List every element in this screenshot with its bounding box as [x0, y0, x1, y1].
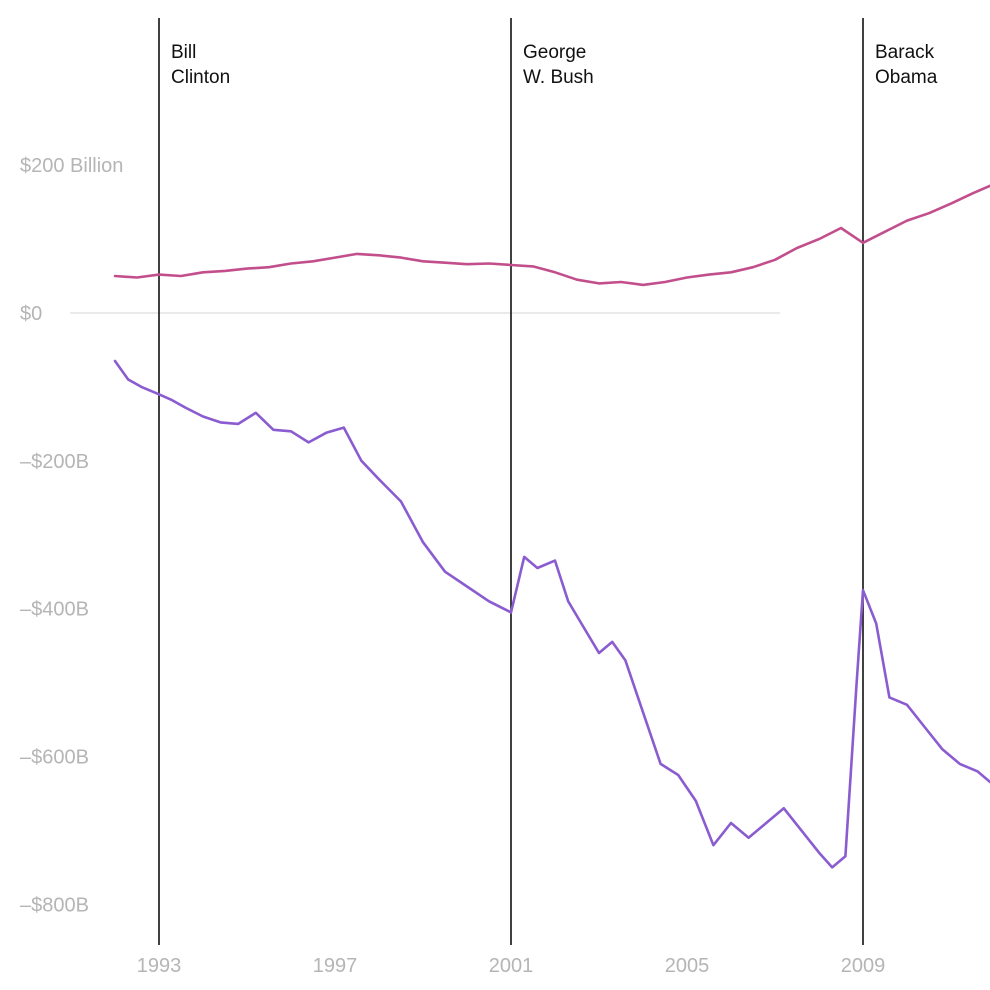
- x-tick-label: 2001: [489, 955, 534, 977]
- presidency-label-line1: George: [523, 42, 586, 63]
- x-tick-label: 2009: [841, 955, 886, 977]
- presidency-label-line2: Clinton: [171, 67, 230, 88]
- x-axis-tick-labels: 1993199720012005200920132017: [137, 955, 886, 977]
- presidency-label-line1: Barack: [875, 42, 935, 63]
- presidency-label-line1: Bill: [171, 42, 196, 63]
- y-tick-label: –$600B: [20, 747, 89, 769]
- y-axis-tick-labels: $200 Billion $0 –$200B –$400B –$600B –$800B: [20, 155, 123, 916]
- presidency-label-line2: Obama: [875, 67, 938, 88]
- series-line-goods: [113, 359, 990, 869]
- y-tick-label: –$200B: [20, 451, 89, 473]
- y-tick-label: $0: [20, 303, 42, 325]
- presidency-label-line2: W. Bush: [523, 67, 594, 88]
- x-tick-label: 1993: [137, 955, 182, 977]
- y-tick-label: –$400B: [20, 599, 89, 621]
- x-tick-label: 2005: [665, 955, 710, 977]
- x-tick-label: 1997: [313, 955, 358, 977]
- y-tick-label: –$800B: [20, 894, 89, 916]
- series-layer: ServicesGoods: [113, 184, 990, 869]
- series-line-services: [113, 184, 990, 287]
- y-tick-label: $200 Billion: [20, 155, 123, 177]
